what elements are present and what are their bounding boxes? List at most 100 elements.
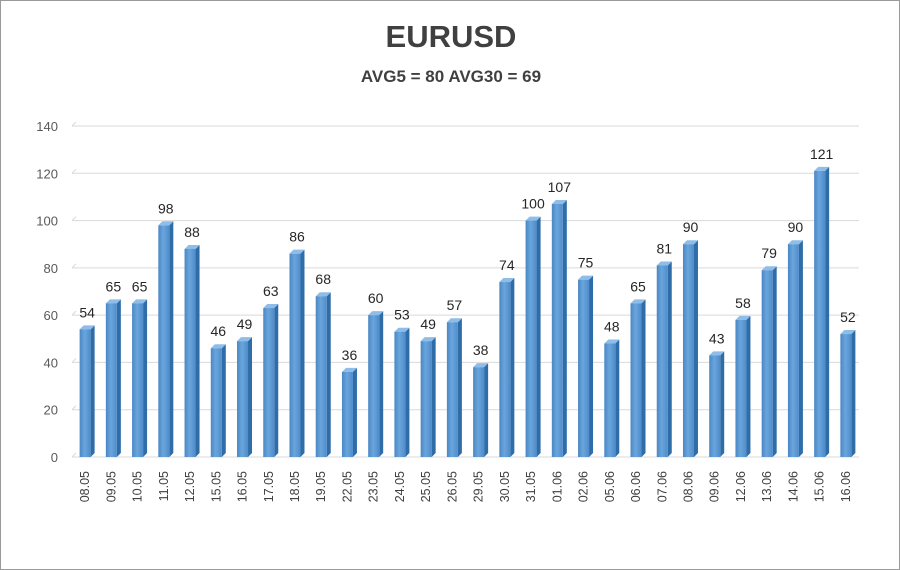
data-label: 86 <box>289 229 305 245</box>
bar-front <box>840 334 852 457</box>
x-tick-label: 10.05 <box>131 471 145 502</box>
data-label: 49 <box>420 316 436 332</box>
x-tick-label: 16.06 <box>839 471 853 502</box>
bar-top <box>814 166 830 171</box>
data-label: 65 <box>630 278 646 294</box>
y-tick-label: 40 <box>44 355 58 370</box>
bar-front <box>630 303 642 457</box>
bar <box>210 344 226 457</box>
bar <box>341 367 357 457</box>
data-label: 68 <box>315 271 331 287</box>
data-label: 60 <box>368 290 384 306</box>
bar-side <box>510 278 515 457</box>
bar-top <box>210 344 226 349</box>
bar-side <box>143 299 148 457</box>
x-axis-ticks: 08.05 09.05 10.05 11.05 12.05 15.05 16.05 17.05… <box>78 471 853 502</box>
x-tick-label: 25.05 <box>419 471 433 502</box>
bar-front <box>420 341 432 457</box>
x-tick-label: 19.05 <box>314 471 328 502</box>
bar-front <box>184 248 196 457</box>
x-tick-label: 31.05 <box>524 471 538 502</box>
bar-front <box>446 322 458 457</box>
y-tick-label: 100 <box>36 214 58 229</box>
bar-side <box>641 299 646 457</box>
bar <box>368 311 384 457</box>
bar-front <box>578 279 590 457</box>
y-tick-label: 0 <box>51 450 58 465</box>
gridline-depth <box>71 310 77 316</box>
bar-side <box>693 240 698 457</box>
bar-top <box>709 351 725 356</box>
bar-side <box>90 325 95 457</box>
bar-top <box>263 304 279 309</box>
bar-front <box>604 343 616 457</box>
bar-side <box>746 315 751 457</box>
bar-top <box>551 200 567 205</box>
data-label: 79 <box>761 245 777 261</box>
data-label: 63 <box>263 283 279 299</box>
bar-front <box>368 315 380 457</box>
bar-top <box>368 311 384 316</box>
bar-front <box>315 296 327 457</box>
bar <box>394 327 410 457</box>
bar-top <box>341 367 357 372</box>
bar-side <box>379 311 384 457</box>
data-label: 90 <box>683 219 699 235</box>
x-tick-label: 02.06 <box>577 471 591 502</box>
bar-front <box>787 244 799 457</box>
bar-side <box>116 299 121 457</box>
bar-side <box>457 318 462 457</box>
x-tick-label: 23.05 <box>367 471 381 502</box>
bar <box>682 240 698 457</box>
data-labels: 54 65 65 98 88 46 49 63 86 68 36 60 53 49 57 38 74 100107… <box>79 146 856 363</box>
bar-front <box>656 265 668 457</box>
x-tick-label: 12.05 <box>183 471 197 502</box>
bar <box>578 275 594 457</box>
gridline-depth <box>71 358 77 363</box>
data-label: 36 <box>342 347 358 363</box>
data-label: 46 <box>210 323 226 339</box>
bar <box>499 278 515 457</box>
gridline-depth <box>71 121 77 127</box>
x-tick-label: 01.06 <box>550 471 564 502</box>
x-tick-label: 14.06 <box>786 471 800 502</box>
bar-side <box>667 261 672 457</box>
bar-top <box>394 327 410 332</box>
data-label: 107 <box>548 179 572 195</box>
bar-top <box>840 330 856 335</box>
data-label: 52 <box>840 309 856 325</box>
bar <box>132 299 148 457</box>
y-tick-label: 60 <box>44 308 58 323</box>
bar-top <box>237 337 253 342</box>
bar <box>237 337 253 457</box>
bar-top <box>446 318 462 323</box>
data-label: 65 <box>132 278 148 294</box>
data-label: 100 <box>521 196 545 212</box>
data-label: 88 <box>184 224 200 240</box>
bar-side <box>195 244 200 457</box>
bar <box>184 244 200 457</box>
bar-top <box>787 240 803 245</box>
y-tick-label: 80 <box>44 261 58 276</box>
bar-front <box>499 282 511 457</box>
x-tick-label: 09.05 <box>104 471 118 502</box>
bar-top <box>630 299 646 304</box>
bar-side <box>300 249 305 457</box>
bar-front <box>525 220 537 457</box>
bar <box>787 240 803 457</box>
bar-top <box>473 363 489 368</box>
bar-front <box>551 204 563 457</box>
bar-side <box>169 221 174 457</box>
bar-front <box>79 329 91 457</box>
data-label: 74 <box>499 257 515 273</box>
bar-side <box>851 330 856 457</box>
data-label: 98 <box>158 200 174 216</box>
x-tick-label: 13.06 <box>760 471 774 502</box>
bar-top <box>578 275 594 280</box>
bar-front <box>682 244 694 457</box>
bar-top <box>158 221 174 226</box>
x-tick-label: 07.06 <box>655 471 669 502</box>
bar-top <box>499 278 515 283</box>
bar-side <box>536 216 541 457</box>
